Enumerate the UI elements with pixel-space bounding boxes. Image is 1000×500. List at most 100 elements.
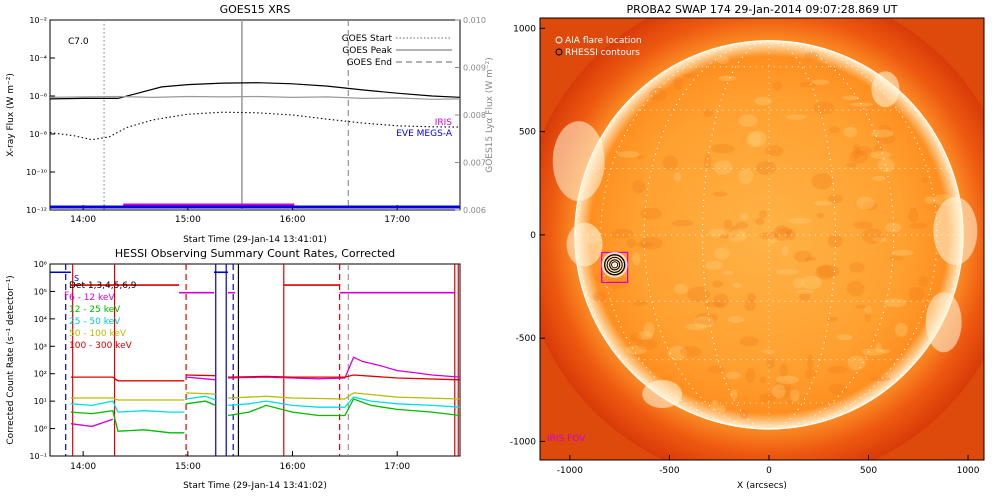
- longitude-line: [643, 40, 895, 430]
- goes-y-ticks: 10⁻¹² 10⁻¹⁰ 10⁻⁸ 10⁻⁶ 10⁻⁴ 10⁻²: [26, 16, 55, 215]
- sun-texture-blob: [879, 349, 891, 354]
- swap-legend-rhessi: RHESSI contours: [565, 48, 640, 58]
- sun-texture-blob: [728, 316, 745, 323]
- sun-texture-blob: [637, 330, 653, 341]
- goes-y-tick-label: 10⁻²: [29, 16, 47, 25]
- rhessi-contour: [611, 261, 619, 269]
- hessi-series-12-25-kev: [70, 409, 185, 434]
- sun-texture-blob: [894, 322, 908, 337]
- goes-y2-tick-label: 0.007: [463, 159, 486, 168]
- sun-texture-blob: [827, 194, 843, 204]
- sun-texture-blob: [711, 144, 735, 154]
- active-region-glow: [552, 121, 605, 202]
- sun-texture-blob: [745, 367, 756, 384]
- goes-y-tick-label: 10⁻⁶: [29, 92, 47, 101]
- sun-texture-blob: [725, 371, 741, 380]
- sun-texture-blob: [595, 272, 611, 282]
- sun-texture-blob: [735, 221, 749, 229]
- hessi-series-6-12-kev: [70, 418, 114, 428]
- swap-y-tick-label: 0: [530, 231, 536, 241]
- swap-y-tick-label: -500: [516, 334, 537, 344]
- sun-texture-blob: [625, 345, 648, 355]
- hessi-flag-f: F: [64, 291, 69, 301]
- goes-y2-tick-label: 0.010: [463, 16, 486, 25]
- hessi-y-label: Corrected Count Rate (s⁻¹ detector⁻¹): [6, 275, 16, 444]
- active-region-glow: [925, 292, 962, 353]
- sun-texture-blob: [909, 222, 928, 229]
- sun-texture-blob: [781, 246, 789, 256]
- sun-texture-blob: [617, 151, 640, 158]
- goes-y-label: X-ray Flux (W m⁻²): [6, 73, 16, 157]
- goes-x-tick-label: 15:00: [175, 215, 201, 225]
- hessi-series-6-12-kev: [227, 356, 460, 380]
- sun-texture-blob: [804, 51, 819, 61]
- sun-texture-blob: [885, 222, 902, 233]
- sun-texture-blob: [924, 196, 936, 204]
- swap-y-tick-label: 500: [519, 128, 536, 138]
- sun-texture-blob: [775, 269, 800, 275]
- goes-x-tick-label: 17:00: [384, 215, 410, 225]
- sun-texture-blob: [629, 333, 643, 342]
- sun-texture-blob: [739, 336, 759, 347]
- sun-texture-blob: [632, 179, 646, 194]
- hessi-y-ticks: 10⁻¹ 10⁰ 10¹ 10² 10³ 10⁴ 10⁵ 10⁶: [29, 260, 55, 461]
- sun-texture-blob: [892, 249, 914, 256]
- sun-texture-blob: [649, 87, 667, 102]
- sun-texture-blob: [815, 265, 835, 280]
- hessi-legend-title: Det 1,3,4,5,6,9: [69, 281, 137, 291]
- sun-texture-blob: [774, 387, 798, 399]
- sun-texture-blob: [732, 282, 742, 288]
- hessi-legend: S F Det 1,3,4,5,6,9 6 - 12 keV 12 - 25 k…: [64, 274, 137, 351]
- swap-legend: AIA flare location RHESSI contours: [555, 36, 642, 58]
- sun-texture-blob: [799, 81, 816, 88]
- goes-y2-label: GOES15 Lyα Flux (W m⁻²): [485, 57, 495, 173]
- sun-texture-blob: [636, 155, 645, 160]
- sun-texture-blob: [805, 256, 817, 262]
- hessi-series-12-25-kev: [227, 398, 460, 417]
- hessi-x-tick-label: 15:00: [175, 462, 201, 472]
- sun-texture-blob: [710, 400, 720, 413]
- swap-y-tick-label: -1000: [510, 437, 536, 447]
- sun-texture-blob: [862, 201, 878, 211]
- aia-flare-location: [612, 262, 618, 268]
- sun-texture-blob: [744, 299, 756, 312]
- hessi-series-100-300-kev: [70, 376, 185, 382]
- sun-texture-blob: [738, 168, 754, 184]
- sun-texture-blob: [849, 150, 868, 164]
- sun-texture-blob: [807, 354, 814, 371]
- goes-x-label: Start Time (29-Jan-14 13:41:01): [183, 235, 327, 245]
- swap-y-tick-label: 1000: [513, 24, 536, 34]
- goes-y2-tick-label: 0.008: [463, 111, 486, 120]
- sun-texture-blob: [816, 212, 825, 219]
- hessi-x-tick-label: 16:00: [280, 462, 306, 472]
- goes-markers: [103, 20, 349, 210]
- sun-texture-blob: [712, 191, 728, 197]
- hessi-series-25-50-kev: [70, 400, 185, 413]
- sun-texture-blob: [775, 375, 799, 385]
- circle-icon: [555, 36, 563, 44]
- sun-texture-blob: [704, 301, 725, 308]
- sun-texture-blob: [667, 345, 688, 361]
- goes-panel: GOES15 XRS C7.0 10⁻¹²10⁻¹⁰10⁻⁸10⁻⁶10⁻⁴10…: [6, 3, 495, 245]
- swap-legend-aia: AIA flare location: [565, 36, 642, 46]
- rhessi-contour: [606, 256, 623, 273]
- sun-texture-blob: [739, 409, 749, 419]
- flare-bright-kernel: [601, 251, 628, 278]
- hessi-series-100-300-kev: [186, 374, 216, 377]
- sun-texture-blob: [816, 264, 840, 278]
- swap-x-tick-label: -500: [659, 466, 680, 476]
- sun-texture-blob: [719, 234, 735, 239]
- active-region-glow: [871, 71, 900, 108]
- sun-texture-blob: [759, 393, 777, 403]
- sun-texture-blob: [921, 176, 929, 184]
- sun-texture-blob: [773, 225, 791, 242]
- active-region-glow: [933, 196, 978, 265]
- hessi-x-tick-label: 14:00: [70, 462, 96, 472]
- sun-texture-blob: [908, 286, 925, 302]
- sun-texture-blob: [870, 150, 891, 160]
- sun-texture-blob: [775, 380, 792, 391]
- hessi-x-label: Start Time (29-Jan-14 13:41:02): [183, 481, 327, 491]
- sun-texture-blob: [862, 228, 884, 245]
- active-region-glow: [642, 380, 683, 409]
